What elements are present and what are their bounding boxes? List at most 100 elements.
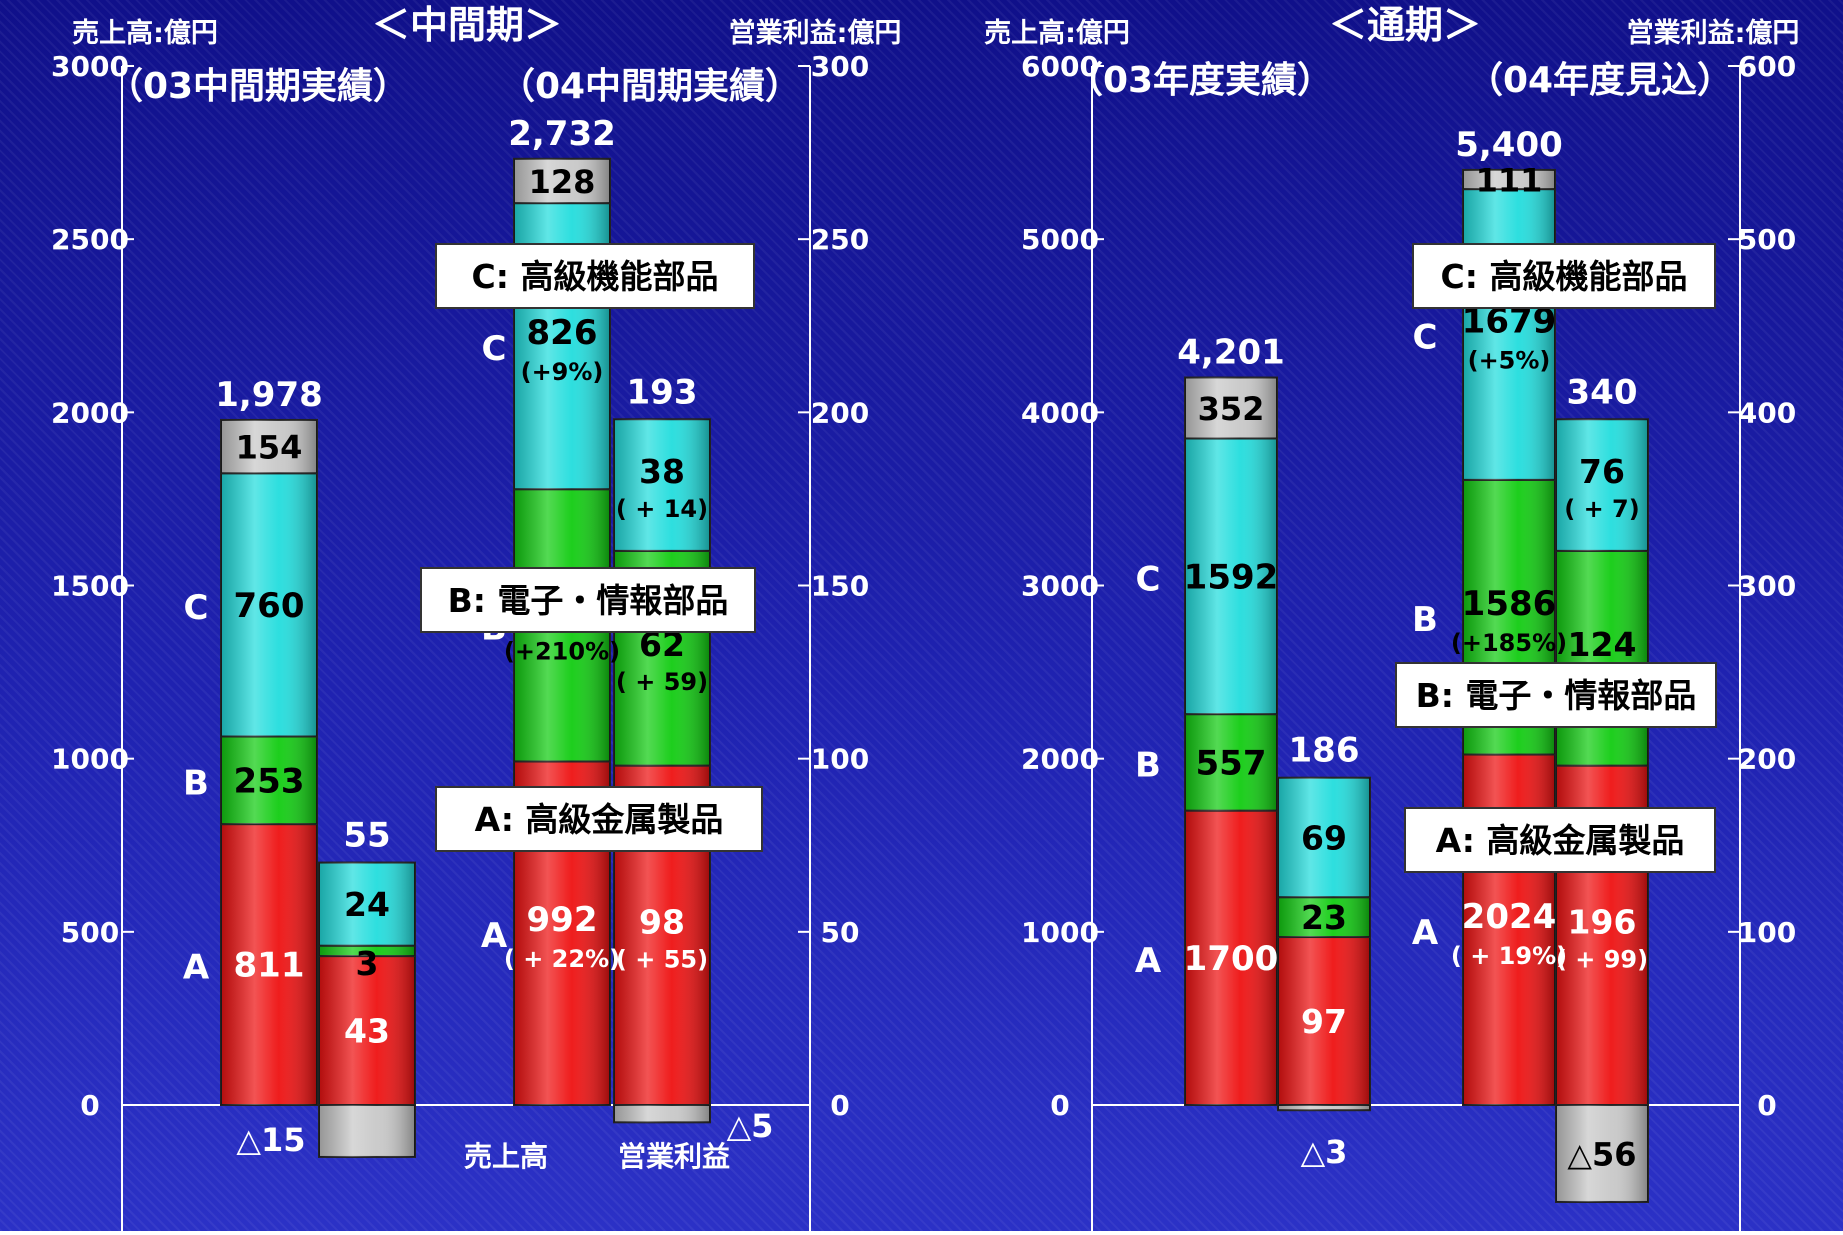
- profit-value-C: 69: [1301, 818, 1347, 857]
- panel-title: ＜中間期＞: [372, 3, 562, 47]
- profit-bar-shading: [1278, 1105, 1370, 1111]
- profit-total: 55: [343, 816, 390, 856]
- left-tick-label: 0: [80, 1089, 99, 1122]
- profit-change-C: ( + 14): [616, 495, 708, 523]
- panel-title: ＜通期＞: [1329, 3, 1481, 47]
- sales-bar-shading: [1185, 714, 1277, 811]
- segment-callout-box: [1412, 243, 1716, 309]
- category-label: （04年度見込）: [1467, 60, 1733, 101]
- profit-change-B: ( + 59): [616, 668, 708, 696]
- sales-value-other: 128: [529, 163, 596, 201]
- left-tick-label: 5000: [1021, 223, 1099, 256]
- left-tick-label: 1500: [51, 570, 129, 603]
- segment-letter-B: B: [183, 763, 209, 803]
- segment-callout-box: [435, 786, 763, 852]
- category-label: （03中間期実績）: [107, 66, 409, 107]
- sales-bar-shading: [221, 824, 317, 1105]
- profit-bar-shading: [1556, 550, 1648, 766]
- sales-value-C: 826: [527, 313, 598, 353]
- profit-change-A: ( + 99): [1556, 945, 1648, 973]
- profit-value-A: 196: [1568, 902, 1637, 941]
- left-tick-label: 500: [61, 916, 119, 949]
- segment-callout-label: C: 高級機能部品: [1441, 257, 1688, 296]
- profit-total: 340: [1567, 372, 1638, 412]
- sales-value-A: 992: [527, 900, 598, 940]
- sales-total: 1,978: [215, 375, 323, 415]
- profit-bar-shading: [1278, 937, 1370, 1105]
- profit-value-C: 38: [639, 452, 685, 491]
- profit-value-C: 76: [1579, 452, 1625, 491]
- segment-letter-A: A: [183, 948, 210, 988]
- sales-bar-shading: [1185, 377, 1277, 439]
- profit-value-A: 98: [639, 902, 685, 941]
- left-tick-label: 2500: [51, 223, 129, 256]
- sales-change-C: (+9%): [521, 358, 604, 386]
- sales-bar-shading: [221, 736, 317, 825]
- right-tick-label: 100: [811, 743, 869, 776]
- left-tick-label: 1000: [1021, 916, 1099, 949]
- sales-value-C: 760: [234, 586, 305, 626]
- sales-value-A: 1700: [1184, 939, 1279, 979]
- sales-bar-shading: [221, 473, 317, 737]
- segment-letter-C: C: [1413, 317, 1438, 357]
- profit-value-C: 24: [344, 885, 390, 924]
- sales-change-A: ( + 22%): [504, 945, 620, 973]
- sales-value-B: 1586: [1462, 584, 1557, 624]
- profit-bar-shading: [319, 862, 415, 946]
- sales-value-C: 1592: [1184, 557, 1279, 597]
- sales-value-A: 2024: [1462, 897, 1557, 937]
- profit-bar-shading: [319, 945, 415, 957]
- segment-callout-label: A: 高級金属製品: [1436, 821, 1685, 860]
- profit-value-B: 124: [1568, 625, 1637, 664]
- profit-total: 186: [1289, 731, 1360, 771]
- segment-callout-label: C: 高級機能部品: [472, 257, 719, 296]
- segment-letter-C: C: [184, 588, 209, 628]
- segment-callout-box: [435, 243, 755, 309]
- profit-total: 193: [627, 372, 698, 412]
- segment-callout-box: [420, 567, 756, 633]
- right-tick-label: 500: [1738, 223, 1796, 256]
- segment-callout-label: B: 電子・情報部品: [1416, 676, 1697, 715]
- profit-bar-shading: [614, 419, 710, 551]
- left-tick-label: 4000: [1021, 396, 1099, 429]
- profit-bar-shading: [614, 1105, 710, 1123]
- profit-bar-shading: [319, 1105, 415, 1157]
- profit-bar-shading: [1278, 897, 1370, 938]
- right-tick-label: 200: [1738, 743, 1796, 776]
- sales-total: 5,400: [1455, 125, 1563, 165]
- right-tick-label: 600: [1738, 50, 1796, 83]
- sales-bar-shading: [514, 158, 610, 204]
- profit-bar-shading: [319, 956, 415, 1105]
- profit-value-other: △5: [727, 1107, 774, 1145]
- right-tick-label: 150: [811, 570, 869, 603]
- sales-change-B: (+210%): [504, 637, 620, 665]
- segment-callout-label: B: 電子・情報部品: [448, 581, 729, 620]
- sales-total: 4,201: [1177, 333, 1285, 373]
- right-tick-label: 250: [811, 223, 869, 256]
- profit-value-other: △56: [1567, 1135, 1636, 1173]
- profit-bar-shading: [1278, 777, 1370, 898]
- right-tick-label: 0: [1757, 1089, 1776, 1122]
- profit-value-other: △15: [236, 1121, 305, 1159]
- segment-callout-label: A: 高級金属製品: [475, 800, 724, 839]
- segment-letter-B: B: [1135, 745, 1161, 785]
- left-tick-label: 1000: [51, 743, 129, 776]
- sales-bar-shading: [1185, 810, 1277, 1105]
- sales-value-other: 352: [1198, 390, 1265, 428]
- left-axis-title: 売上高:億円: [984, 17, 1130, 49]
- profit-value-A: 97: [1301, 1002, 1347, 1041]
- left-tick-label: 0: [1050, 1089, 1069, 1122]
- left-tick-label: 6000: [1021, 50, 1099, 83]
- segment-letter-C: C: [482, 329, 507, 369]
- right-tick-label: 200: [811, 396, 869, 429]
- profit-bar-shading: [1556, 1105, 1648, 1202]
- sales-bar-shading: [1185, 438, 1277, 715]
- sales-change-C: (+5%): [1468, 346, 1551, 374]
- sales-value-other: 154: [236, 429, 303, 467]
- left-tick-label: 3000: [51, 50, 129, 83]
- profit-bar-shading: [1556, 419, 1648, 551]
- right-tick-label: 300: [1738, 570, 1796, 603]
- sales-bar-shading: [1463, 169, 1555, 190]
